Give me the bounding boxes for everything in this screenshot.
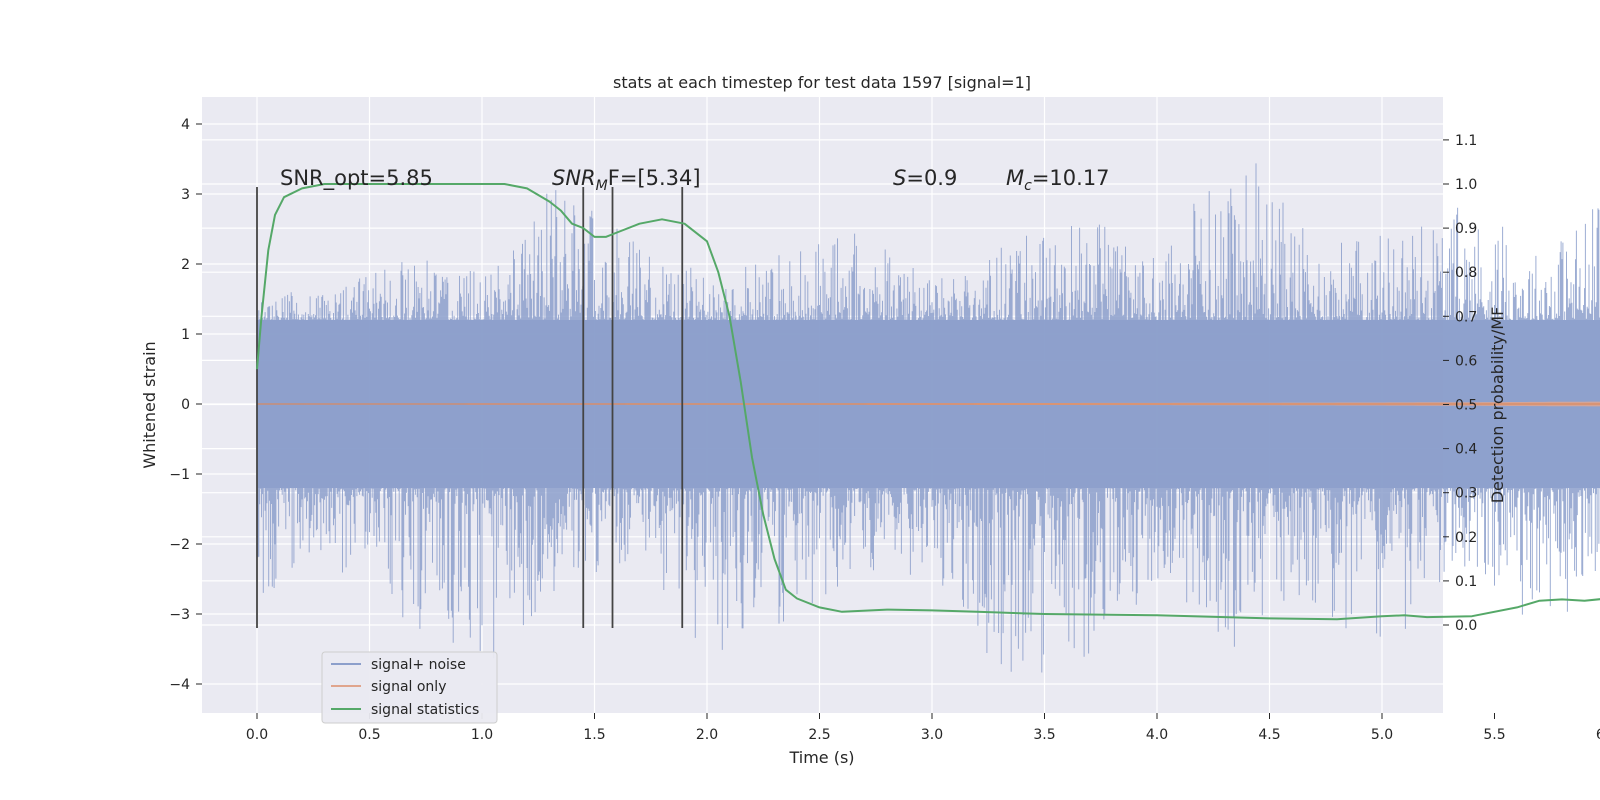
snr-mf-base: SNR [552,166,596,190]
y2-tick-label: 1.1 [1455,133,1477,149]
annotation-snr-mf: SNRMF=[5.34] [552,166,701,194]
x-tick-label: 5.5 [1483,727,1505,743]
x-tick-label: 6.0 [1596,727,1600,743]
x-tick-label: 2.0 [696,727,718,743]
y2-ticks: 1.1 1.0 0.9 0.8 0.7 0.6 0.5 0.4 0.3 0.2 0.1 0.0 [1443,133,1477,634]
mc-value: =10.17 [1032,166,1110,190]
y2-tick-label: 0.9 [1455,221,1477,237]
x-tick-label: 2.5 [808,727,830,743]
y2-tick-label: 1.0 [1455,177,1477,193]
y2-tick-label: 0.1 [1455,574,1477,590]
legend-box [321,651,498,724]
x-tick-label: 0.5 [358,727,380,743]
x-axis-label: Time (s) [788,748,854,767]
x-tick-label: 1.0 [471,727,493,743]
y2-tick-label: 0.0 [1455,618,1477,634]
x-tick-label: 1.5 [583,727,605,743]
x-tick-label: 4.5 [1258,727,1280,743]
y2-tick-label: 0.8 [1455,265,1477,281]
y2-tick-label: 0.6 [1455,353,1477,369]
y-tick-label: −3 [169,607,190,623]
y-ticks: 4 3 2 1 0 −1 −2 −3 −4 [169,117,202,693]
y2-tick-label: 0.2 [1455,530,1477,546]
legend: signal+ noise signal only signal statist… [321,651,498,724]
x-ticks: 0.00.51.01.52.02.53.03.54.04.55.05.56.06… [246,713,1600,743]
vertical-markers [256,187,684,628]
y-tick-label: 0 [181,397,190,413]
y2-tick-label: 0.7 [1455,309,1477,325]
statistics-line [256,183,1600,621]
y-tick-label: 1 [181,327,190,343]
x-tick-label: 3.0 [921,727,943,743]
legend-label-noise: signal+ noise [371,657,466,673]
legend-label-signal: signal only [371,679,446,695]
y2-tick-label: 0.5 [1455,398,1477,414]
y2-axis-label: Detection probability/MF [1488,307,1507,504]
legend-label-stats: signal statistics [371,702,479,718]
annotation-mc: Mc=10.17 [1006,166,1110,194]
s-label: S [893,166,906,190]
snr-mf-sub: M [596,178,608,194]
annotation-s: S=0.9 [893,166,957,190]
y2-tick-label: 0.4 [1455,442,1477,458]
x-tick-label: 5.0 [1371,727,1393,743]
y-tick-label: 2 [181,257,190,273]
y-axis-label: Whitened strain [140,341,159,468]
signal-statistics-series [256,183,1600,621]
mc-base: M [1006,166,1024,190]
y-tick-label: −4 [169,677,190,693]
x-tick-label: 0.0 [246,727,268,743]
y-tick-label: 4 [181,117,190,133]
x-tick-label: 4.0 [1146,727,1168,743]
y-tick-label: 3 [181,187,190,203]
annotation-snr-opt: SNR_opt=5.85 [280,166,433,191]
snr-mf-tail: F=[5.34] [608,166,701,190]
chart-title: stats at each timestep for test data 159… [613,73,1031,92]
mc-sub: c [1024,178,1032,194]
signal-only-series [257,401,1600,407]
y2-tick-label: 0.3 [1455,486,1477,502]
y-tick-label: −1 [169,467,190,483]
s-value: =0.9 [906,166,957,190]
x-tick-label: 3.5 [1033,727,1055,743]
y-tick-label: −2 [169,537,190,553]
